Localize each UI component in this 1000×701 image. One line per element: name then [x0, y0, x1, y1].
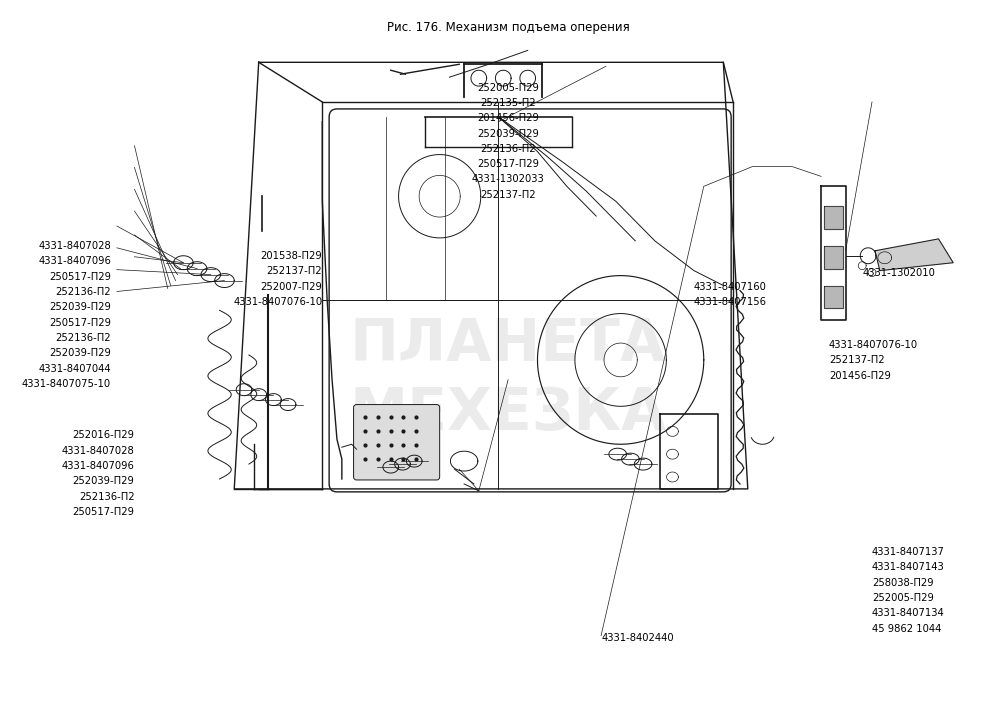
FancyBboxPatch shape	[354, 404, 440, 480]
Text: 252137-П2: 252137-П2	[829, 355, 885, 365]
Polygon shape	[875, 239, 953, 271]
Text: ПЛАНЕТА: ПЛАНЕТА	[350, 316, 666, 374]
Text: 252005-П29: 252005-П29	[477, 83, 539, 93]
Text: 45 9862 1044: 45 9862 1044	[872, 624, 941, 634]
Text: 252137-П2: 252137-П2	[267, 266, 322, 276]
Text: 4331-8407143: 4331-8407143	[872, 562, 945, 573]
Text: 252016-П29: 252016-П29	[72, 430, 134, 440]
Text: 4331-8407028: 4331-8407028	[38, 241, 111, 251]
Text: 250517-П29: 250517-П29	[477, 159, 539, 169]
Text: 4331-1302033: 4331-1302033	[472, 175, 545, 184]
Text: 252137-П2: 252137-П2	[480, 190, 536, 200]
Text: 258038-П29: 258038-П29	[872, 578, 934, 587]
Text: МЕХЕЗКА: МЕХЕЗКА	[350, 385, 667, 442]
Text: 250517-П29: 250517-П29	[72, 507, 134, 517]
Text: 4331-8407156: 4331-8407156	[694, 297, 767, 307]
Text: Рис. 176. Механизм подъема оперения: Рис. 176. Механизм подъема оперения	[387, 21, 630, 34]
Text: 250517-П29: 250517-П29	[49, 318, 111, 327]
Text: 252039-П29: 252039-П29	[49, 302, 111, 313]
Text: 4331-8407075-10: 4331-8407075-10	[22, 379, 111, 389]
Text: 4331-8407137: 4331-8407137	[872, 547, 945, 557]
Text: 4331-8407076-10: 4331-8407076-10	[233, 297, 322, 307]
Text: 4331-8402440: 4331-8402440	[601, 633, 674, 643]
Text: 201456-П29: 201456-П29	[477, 114, 539, 123]
Text: 252136-П2: 252136-П2	[55, 333, 111, 343]
Text: 252039-П29: 252039-П29	[477, 128, 539, 139]
Polygon shape	[824, 246, 843, 268]
Text: 4331-1302010: 4331-1302010	[862, 268, 935, 278]
Text: 250517-П29: 250517-П29	[49, 272, 111, 282]
Text: 4331-8407076-10: 4331-8407076-10	[829, 340, 918, 350]
Text: 4331-8407160: 4331-8407160	[694, 282, 767, 292]
Text: 252135-П2: 252135-П2	[480, 98, 536, 108]
Text: 252136-П2: 252136-П2	[79, 491, 134, 501]
Text: 252007-П29: 252007-П29	[260, 282, 322, 292]
Text: 201456-П29: 201456-П29	[829, 371, 891, 381]
Text: 4331-8407096: 4331-8407096	[62, 461, 134, 471]
Text: 201538-П29: 201538-П29	[261, 251, 322, 261]
Text: 252136-П2: 252136-П2	[55, 287, 111, 297]
Text: 252005-П29: 252005-П29	[872, 593, 934, 603]
Text: 252039-П29: 252039-П29	[49, 348, 111, 358]
Text: 252136-П2: 252136-П2	[480, 144, 536, 154]
Text: 4331-8407028: 4331-8407028	[62, 446, 134, 456]
Polygon shape	[824, 206, 843, 229]
Text: 252039-П29: 252039-П29	[73, 476, 134, 486]
Text: 4331-8407096: 4331-8407096	[38, 257, 111, 266]
Text: 4331-8407044: 4331-8407044	[38, 364, 111, 374]
Polygon shape	[824, 285, 843, 308]
Text: 4331-8407134: 4331-8407134	[872, 608, 945, 618]
